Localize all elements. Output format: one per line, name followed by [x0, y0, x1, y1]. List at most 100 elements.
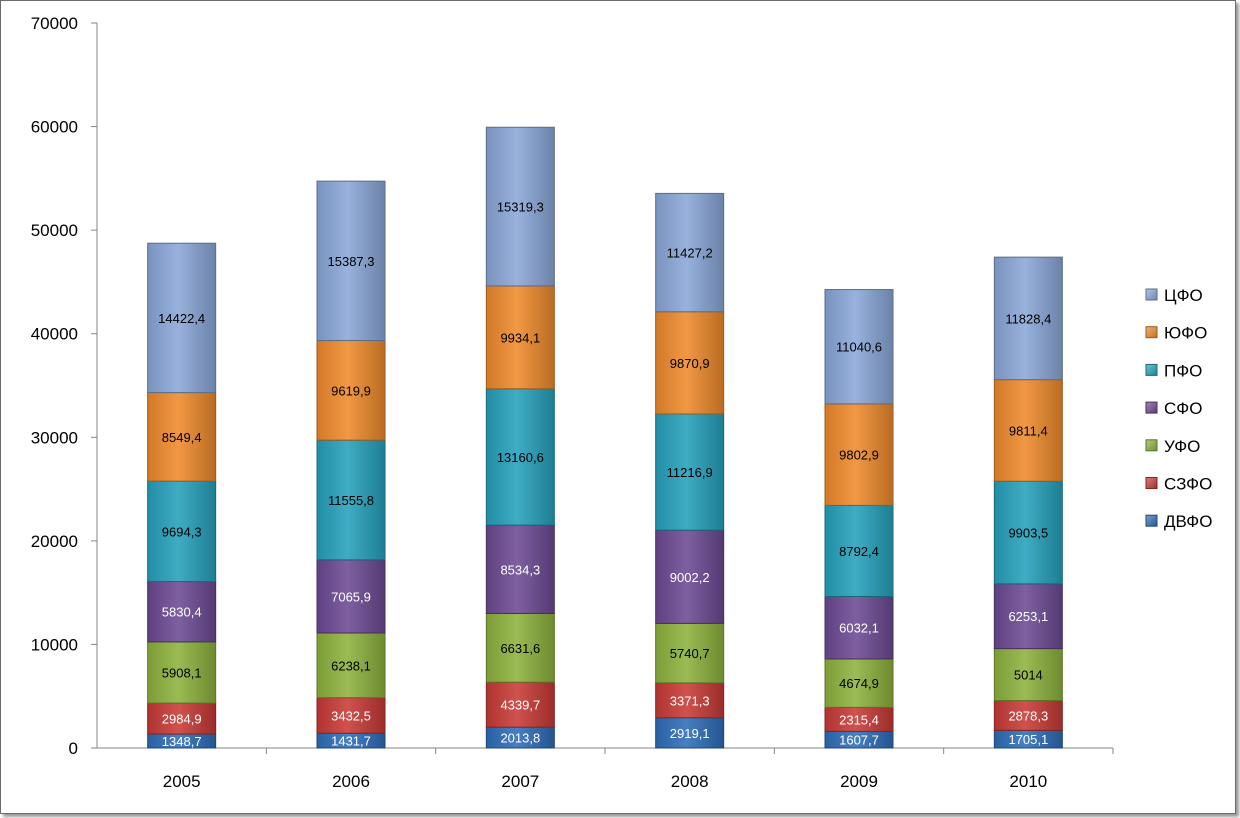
- legend-marker: [1145, 326, 1158, 339]
- data-label: 9694,3: [162, 524, 202, 539]
- x-tick-label: 2009: [840, 772, 878, 791]
- y-tick-label: 40000: [31, 325, 78, 344]
- bar-segment: [824, 289, 894, 405]
- bar-segment: [147, 581, 217, 643]
- data-label: 11828,4: [1005, 311, 1051, 326]
- legend-label: УФО: [1164, 437, 1200, 456]
- bar-segment: [316, 439, 386, 561]
- x-tick-label: 2006: [332, 772, 370, 791]
- data-labels: 1348,7 2984,9 5908,1 5830,4 9694,3 8549,4 1442…: [158, 200, 1051, 749]
- bar-segment: [993, 583, 1063, 650]
- bar-segment: [147, 641, 217, 704]
- y-tick-label: 60000: [31, 118, 78, 137]
- bar-segment: [824, 595, 894, 660]
- y-tick-label: 0: [69, 739, 78, 758]
- bar-segment: [993, 700, 1063, 731]
- data-label: 1607,7: [839, 733, 879, 748]
- bar-segment: [485, 388, 555, 526]
- data-label: 8549,4: [162, 430, 202, 445]
- bar-segment: [993, 256, 1063, 381]
- bar-segment: [485, 681, 555, 728]
- data-label: 3432,5: [331, 708, 371, 723]
- data-label: 9870,9: [670, 356, 710, 371]
- data-label: 5740,7: [670, 646, 710, 661]
- data-label: 15319,3: [497, 200, 544, 215]
- data-label: 11216,9: [667, 465, 713, 480]
- data-label: 5908,1: [162, 666, 202, 681]
- x-tick-label: 2008: [671, 772, 709, 791]
- legend: ЦФО ЮФО ПФО СФО УФО СЗФО ДВФО: [1145, 286, 1212, 531]
- bar-segment: [316, 340, 386, 441]
- legend-marker: [1145, 363, 1158, 376]
- data-label: 1431,7: [331, 734, 371, 749]
- data-label: 9811,4: [1009, 423, 1048, 438]
- bar-segment: [824, 504, 894, 597]
- bar-segment: [655, 311, 725, 415]
- bar-segment: [485, 524, 555, 615]
- bar-segment: [316, 697, 386, 734]
- data-label: 3371,3: [670, 693, 710, 708]
- data-label: 6238,1: [331, 658, 371, 673]
- bar-segment: [993, 648, 1063, 702]
- data-label: 2013,8: [500, 731, 540, 746]
- data-label: 2878,3: [1008, 708, 1048, 723]
- legend-label: СЗФО: [1164, 475, 1212, 494]
- legend-label: ДВФО: [1164, 512, 1212, 531]
- bar-segment: [485, 126, 555, 287]
- data-label: 9903,5: [1008, 526, 1048, 541]
- legend-marker: [1145, 439, 1158, 452]
- data-label: 9934,1: [500, 330, 540, 345]
- bar-segment: [147, 242, 217, 394]
- data-label: 2919,1: [670, 726, 710, 741]
- data-label: 15387,3: [328, 254, 375, 269]
- legend-label: ПФО: [1164, 361, 1202, 380]
- legend-label: СФО: [1164, 399, 1202, 418]
- bar-segment: [993, 379, 1063, 482]
- data-label: 9802,9: [839, 448, 879, 463]
- data-label: 8534,3: [500, 562, 540, 577]
- data-label: 11555,8: [328, 493, 374, 508]
- bar-segment: [485, 285, 555, 390]
- y-tick-label: 70000: [31, 14, 78, 33]
- bar-segment: [485, 613, 555, 683]
- bar-segment: [316, 180, 386, 342]
- legend-label: ЦФО: [1164, 286, 1203, 305]
- y-tick-label: 10000: [31, 635, 78, 654]
- data-label: 6032,1: [839, 621, 879, 636]
- data-label: 11427,2: [667, 246, 713, 261]
- bar-segment: [824, 403, 894, 506]
- bar-segment: [147, 392, 217, 482]
- bars: [147, 126, 1063, 749]
- bar-segment: [147, 702, 217, 735]
- legend-label: ЮФО: [1164, 324, 1207, 343]
- bar-segment: [316, 559, 386, 634]
- x-tick-label: 2005: [163, 772, 201, 791]
- bar-segment: [316, 632, 386, 699]
- data-label: 9619,9: [331, 383, 371, 398]
- data-label: 6631,6: [500, 641, 540, 656]
- data-label: 1348,7: [162, 734, 202, 749]
- data-label: 4674,9: [839, 676, 879, 691]
- bar-segment: [655, 717, 725, 749]
- bar-segment: [824, 658, 894, 708]
- data-label: 4339,7: [500, 698, 540, 713]
- x-tick-label: 2007: [501, 772, 539, 791]
- bar-segment: [655, 192, 725, 313]
- legend-marker: [1145, 514, 1158, 527]
- data-label: 5014: [1014, 668, 1043, 683]
- y-tick-label: 20000: [31, 532, 78, 551]
- legend-marker: [1145, 401, 1158, 414]
- bar-segment: [993, 480, 1063, 585]
- data-label: 14422,4: [158, 311, 205, 326]
- x-tick-label: 2010: [1009, 772, 1047, 791]
- data-label: 9002,2: [670, 570, 710, 585]
- data-label: 13160,6: [497, 450, 544, 465]
- data-label: 8792,4: [839, 544, 879, 559]
- axes: 0 10000 20000 30000 40000 50000 60000 70000 2005…: [31, 14, 1114, 791]
- bar-segment: [655, 682, 725, 719]
- y-tick-label: 50000: [31, 221, 78, 240]
- y-tick-label: 30000: [31, 428, 78, 447]
- legend-marker: [1145, 288, 1158, 301]
- data-label: 2315,4: [839, 712, 879, 727]
